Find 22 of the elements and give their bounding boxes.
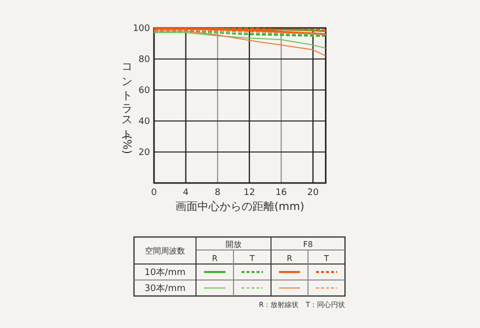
- y-tick-label: 60: [138, 86, 150, 96]
- y-tick-label: 80: [138, 55, 150, 65]
- text: R: [286, 254, 292, 263]
- y-tick-label: 40: [138, 117, 150, 127]
- y-tick-label: 20: [138, 148, 150, 158]
- x-tick-label: 16: [275, 188, 288, 198]
- text: 空間周波数: [145, 246, 185, 256]
- text: T: [324, 254, 329, 263]
- y-tick-label: 100: [132, 24, 150, 34]
- text: 10本/mm: [144, 267, 186, 278]
- text: 開放: [226, 240, 242, 249]
- y-axis-title: コントラスト(%): [120, 56, 134, 154]
- x-tick-label: 8: [214, 188, 221, 198]
- text: T: [248, 254, 255, 263]
- x-tick-label: 0: [151, 188, 158, 198]
- text: 30本/mm: [144, 283, 186, 294]
- x-axis-title: 画面中心からの距離(mm): [175, 200, 304, 213]
- x-tick-label: 12: [244, 188, 256, 198]
- x-tick-label: 20: [307, 188, 319, 198]
- x-tick-label: 4: [182, 188, 189, 198]
- text: F8: [303, 240, 313, 249]
- text: R: [212, 254, 218, 263]
